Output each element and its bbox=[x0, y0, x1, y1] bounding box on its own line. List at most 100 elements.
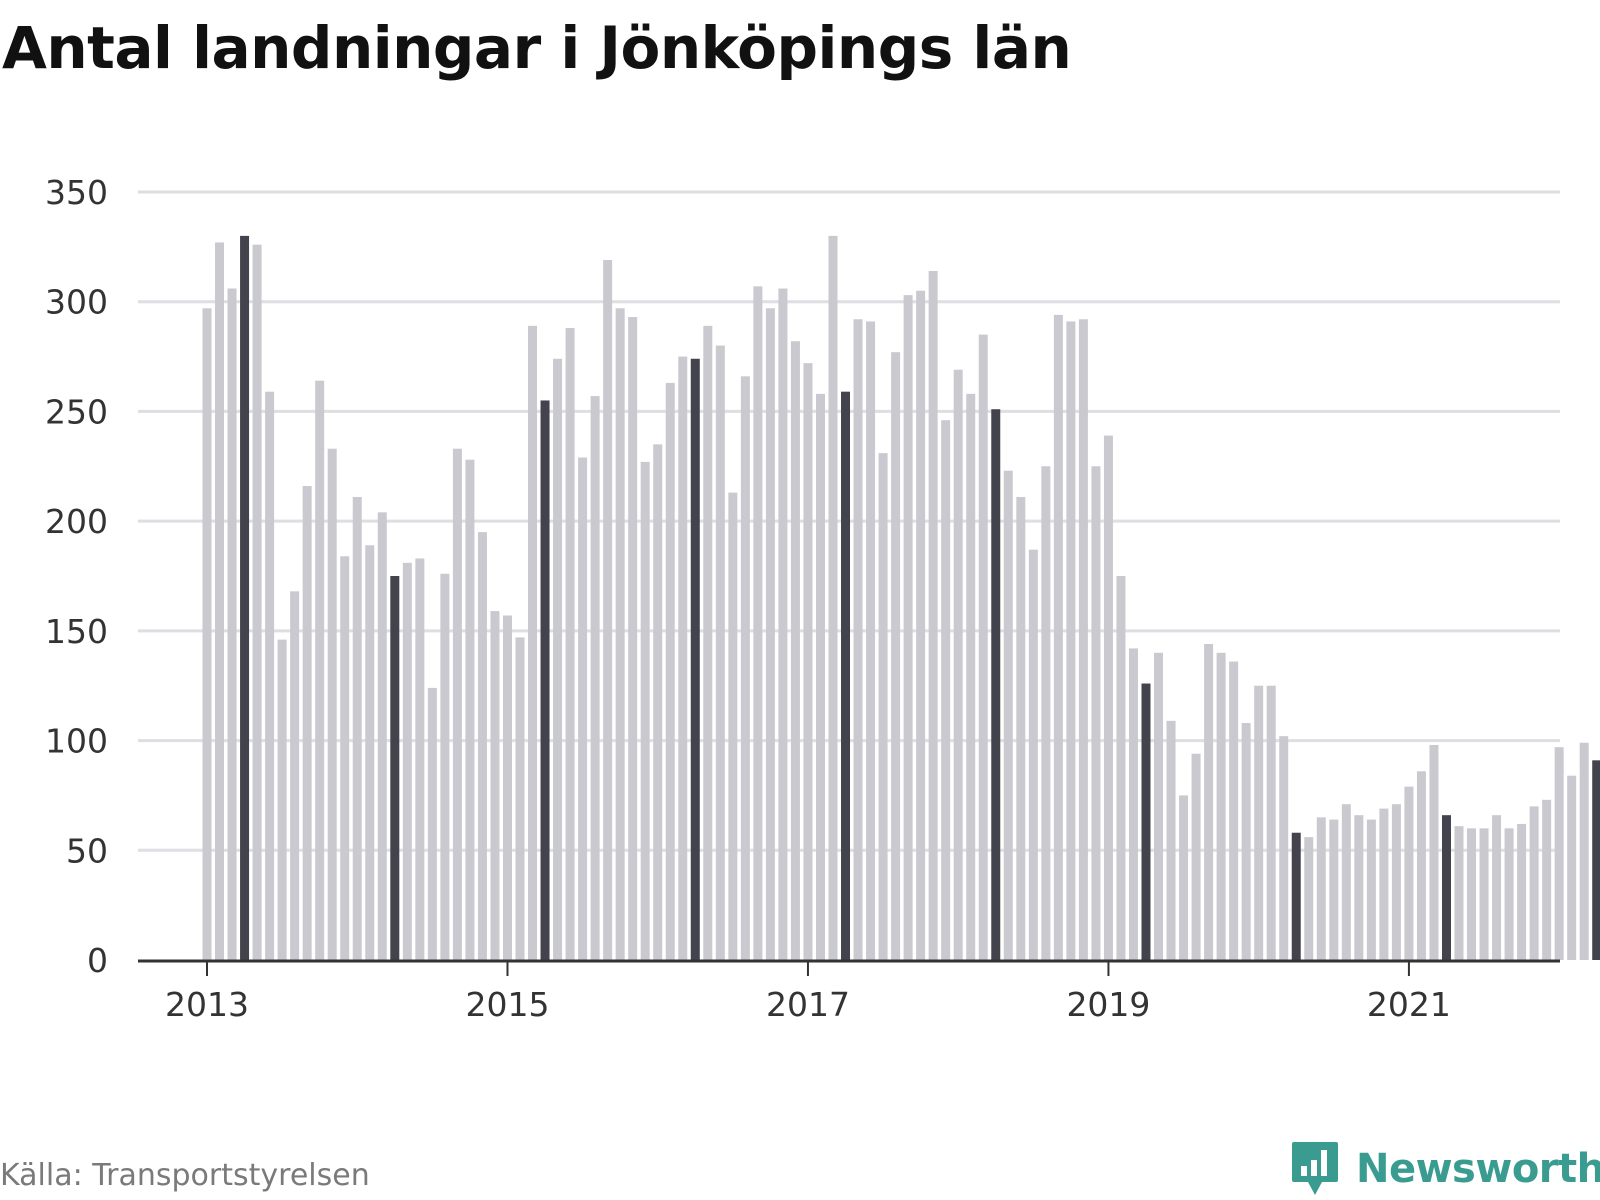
bar bbox=[252, 244, 262, 961]
bar bbox=[1166, 720, 1176, 960]
y-tick-label: 50 bbox=[66, 831, 108, 870]
bar bbox=[1291, 832, 1301, 960]
bar bbox=[1016, 497, 1026, 960]
bar bbox=[402, 562, 412, 960]
bar bbox=[878, 453, 888, 960]
y-tick-label: 200 bbox=[45, 502, 108, 541]
bar bbox=[1254, 685, 1264, 960]
bar bbox=[1379, 808, 1389, 960]
x-tick-label: 2013 bbox=[165, 985, 249, 1024]
bar bbox=[415, 558, 425, 960]
bar bbox=[803, 363, 813, 960]
chart-title: Antal landningar i Jönköpings län bbox=[2, 14, 1072, 82]
y-tick-label: 300 bbox=[45, 283, 108, 322]
bar bbox=[1116, 576, 1126, 960]
bar bbox=[477, 532, 487, 960]
bar bbox=[1592, 760, 1600, 960]
bar bbox=[1179, 795, 1189, 960]
bar bbox=[553, 358, 563, 960]
bar bbox=[578, 457, 588, 960]
bar bbox=[653, 444, 663, 960]
source-note: Källa: Transportstyrelsen bbox=[0, 1158, 370, 1193]
bar bbox=[427, 687, 437, 960]
bar bbox=[828, 235, 838, 960]
bar bbox=[1329, 819, 1339, 960]
bar bbox=[1304, 837, 1314, 960]
bar bbox=[1279, 736, 1289, 960]
bar bbox=[1492, 815, 1502, 960]
bar bbox=[866, 321, 876, 960]
x-tick-label: 2015 bbox=[465, 985, 549, 1024]
bar bbox=[1366, 819, 1376, 960]
bar bbox=[1066, 321, 1076, 960]
bar bbox=[1416, 771, 1426, 960]
bar bbox=[490, 611, 500, 960]
bar bbox=[590, 396, 600, 960]
y-tick-label: 250 bbox=[45, 392, 108, 431]
newsworthy-logo-icon bbox=[1292, 1142, 1338, 1195]
bar bbox=[815, 393, 825, 961]
bar bbox=[1454, 826, 1464, 960]
bar bbox=[1141, 683, 1151, 960]
bar bbox=[928, 270, 938, 961]
bar bbox=[703, 325, 713, 960]
bar bbox=[778, 288, 788, 960]
bar bbox=[1542, 799, 1552, 960]
bars bbox=[202, 235, 1600, 961]
bar bbox=[1266, 685, 1276, 960]
bar bbox=[966, 393, 976, 961]
bar bbox=[302, 486, 312, 960]
y-tick-label: 100 bbox=[45, 722, 108, 761]
bar bbox=[903, 295, 913, 960]
bar bbox=[502, 615, 512, 960]
bar bbox=[841, 391, 851, 960]
y-tick-label: 150 bbox=[45, 612, 108, 651]
bar bbox=[1341, 804, 1351, 960]
bar bbox=[452, 448, 462, 960]
bar bbox=[991, 409, 1001, 961]
bar bbox=[615, 308, 625, 961]
bar bbox=[1191, 753, 1201, 960]
bar bbox=[678, 356, 688, 961]
y-tick-label: 0 bbox=[87, 941, 108, 980]
bar bbox=[640, 461, 650, 960]
bar bbox=[1154, 652, 1164, 960]
bar bbox=[1316, 817, 1326, 960]
bar bbox=[1204, 644, 1214, 960]
bar bbox=[728, 492, 738, 960]
bar bbox=[1479, 828, 1489, 960]
bar bbox=[540, 400, 550, 960]
bar bbox=[1128, 648, 1138, 960]
bar bbox=[202, 308, 212, 961]
bar bbox=[765, 308, 775, 961]
bar bbox=[1567, 775, 1577, 960]
bar bbox=[1504, 828, 1514, 960]
bar bbox=[953, 369, 963, 960]
bar bbox=[365, 545, 375, 960]
y-axis-ticks: 0 50 100 150 200 250 300 350 bbox=[45, 173, 108, 980]
bar bbox=[1078, 319, 1088, 961]
bar bbox=[528, 325, 538, 960]
x-tick-label: 2019 bbox=[1066, 985, 1150, 1024]
bar bbox=[715, 345, 725, 961]
bar bbox=[1354, 815, 1364, 960]
bar bbox=[1216, 652, 1226, 960]
bar bbox=[352, 497, 362, 960]
bar bbox=[1429, 744, 1439, 960]
bar bbox=[1229, 661, 1239, 960]
bar bbox=[941, 420, 951, 961]
bar bbox=[1529, 806, 1539, 960]
bar bbox=[1041, 466, 1051, 960]
bar bbox=[740, 376, 750, 960]
bar bbox=[603, 260, 613, 961]
bar bbox=[240, 235, 250, 960]
bar bbox=[1391, 804, 1401, 960]
bar bbox=[1003, 470, 1013, 960]
bar bbox=[465, 459, 475, 960]
bar bbox=[853, 319, 863, 961]
bar bbox=[628, 317, 638, 960]
x-tick-label: 2017 bbox=[766, 985, 850, 1024]
brand-logo: Newsworthy bbox=[1290, 1140, 1600, 1198]
bar bbox=[290, 591, 300, 960]
bar bbox=[215, 242, 225, 960]
